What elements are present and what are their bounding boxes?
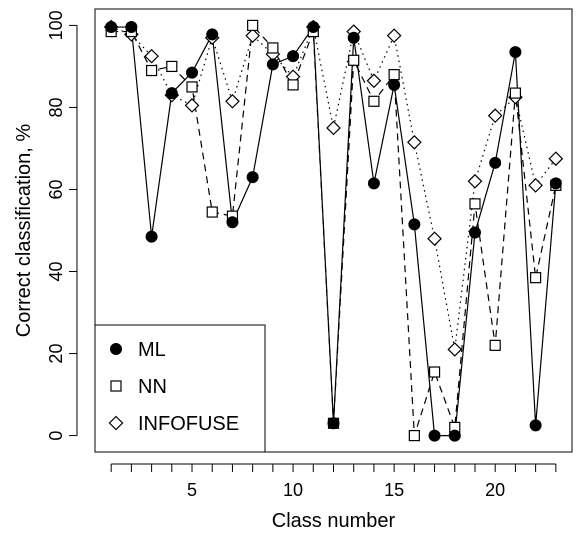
data-point-ml [287, 50, 300, 63]
y-tick-label: 0 [46, 431, 66, 441]
data-point-ml [367, 177, 380, 190]
data-point-nn [348, 54, 360, 66]
data-point-ml [468, 226, 481, 239]
data-point-ml [509, 46, 522, 59]
data-point-ml [125, 21, 138, 34]
data-point-ml [246, 171, 259, 184]
y-axis: 0 20 40 60 80 100 [46, 10, 78, 441]
data-point-infofuse [144, 48, 159, 64]
data-point-infofuse [386, 28, 402, 44]
legend-item: NN [110, 376, 167, 398]
data-point-infofuse [528, 178, 543, 193]
legend-item: INFOFUSE [108, 413, 239, 435]
data-point-infofuse [225, 93, 240, 109]
y-tick-label: 40 [46, 262, 66, 282]
data-point-ml [529, 419, 542, 432]
legend: ML NN INFOFUSE [94, 324, 266, 453]
data-point-nn [368, 95, 380, 107]
y-tick-label: 80 [46, 97, 66, 117]
data-point-infofuse [184, 98, 200, 113]
data-point-ml [186, 66, 199, 79]
data-point-ml [388, 78, 401, 91]
plot-frame [94, 8, 573, 453]
data-point-nn [145, 64, 158, 77]
legend-label: ML [138, 339, 166, 361]
legend-item: ML [110, 339, 166, 361]
data-point-infofuse [326, 120, 341, 136]
data-point-ml [165, 87, 178, 100]
data-point-ml [327, 417, 340, 430]
data-point-ml [347, 31, 360, 44]
data-point-infofuse [447, 342, 463, 357]
data-point-ml [549, 177, 562, 190]
data-point-ml [489, 156, 502, 169]
x-tick-label: 15 [384, 480, 404, 500]
data-point-nn [186, 81, 198, 93]
y-axis-label: Correct classification, % [13, 124, 35, 338]
data-point-nn [509, 87, 522, 99]
data-point-infofuse [487, 108, 503, 123]
y-tick-label: 60 [46, 179, 66, 199]
data-point-infofuse [245, 28, 261, 44]
x-axis-label: Class number [272, 510, 396, 532]
series-line-infofuse [110, 24, 557, 350]
x-axis: 5 10 15 20 [110, 463, 557, 500]
data-point-infofuse [548, 151, 564, 167]
x-tick-label: 5 [187, 480, 197, 500]
data-point-infofuse [406, 134, 422, 150]
data-point-ml [105, 21, 118, 34]
x-tick-label: 20 [485, 480, 505, 500]
y-tick-label: 20 [46, 344, 66, 364]
data-point-infofuse [427, 231, 442, 247]
x-tick-label: 10 [283, 480, 303, 500]
data-point-infofuse [366, 73, 382, 89]
legend-marker-nn [110, 380, 122, 392]
data-point-ml [307, 21, 320, 34]
data-point-nn [166, 60, 178, 73]
data-point-nn [489, 339, 501, 351]
data-point-ml [266, 58, 279, 71]
data-point-ml [145, 230, 158, 243]
data-point-nn [408, 429, 420, 442]
data-point-ml [408, 218, 421, 231]
y-tick-label: 100 [46, 10, 66, 40]
data-point-nn [247, 19, 259, 32]
data-point-ml [226, 216, 239, 229]
data-point-nn [530, 272, 542, 284]
data-point-infofuse [467, 173, 483, 189]
legend-box [94, 324, 266, 453]
data-point-nn [287, 79, 299, 91]
data-point-nn [267, 42, 279, 54]
legend-label: INFOFUSE [138, 413, 239, 435]
series-layer [103, 19, 564, 442]
legend-marker-ml [110, 343, 122, 355]
data-point-nn [388, 69, 400, 81]
data-point-ml [428, 429, 441, 442]
data-point-nn [206, 206, 218, 218]
legend-marker-infofuse [108, 415, 124, 431]
data-point-ml [448, 429, 461, 442]
data-point-nn [469, 198, 481, 210]
legend-label: NN [138, 376, 167, 398]
data-point-ml [206, 28, 219, 41]
data-point-nn [428, 366, 441, 378]
